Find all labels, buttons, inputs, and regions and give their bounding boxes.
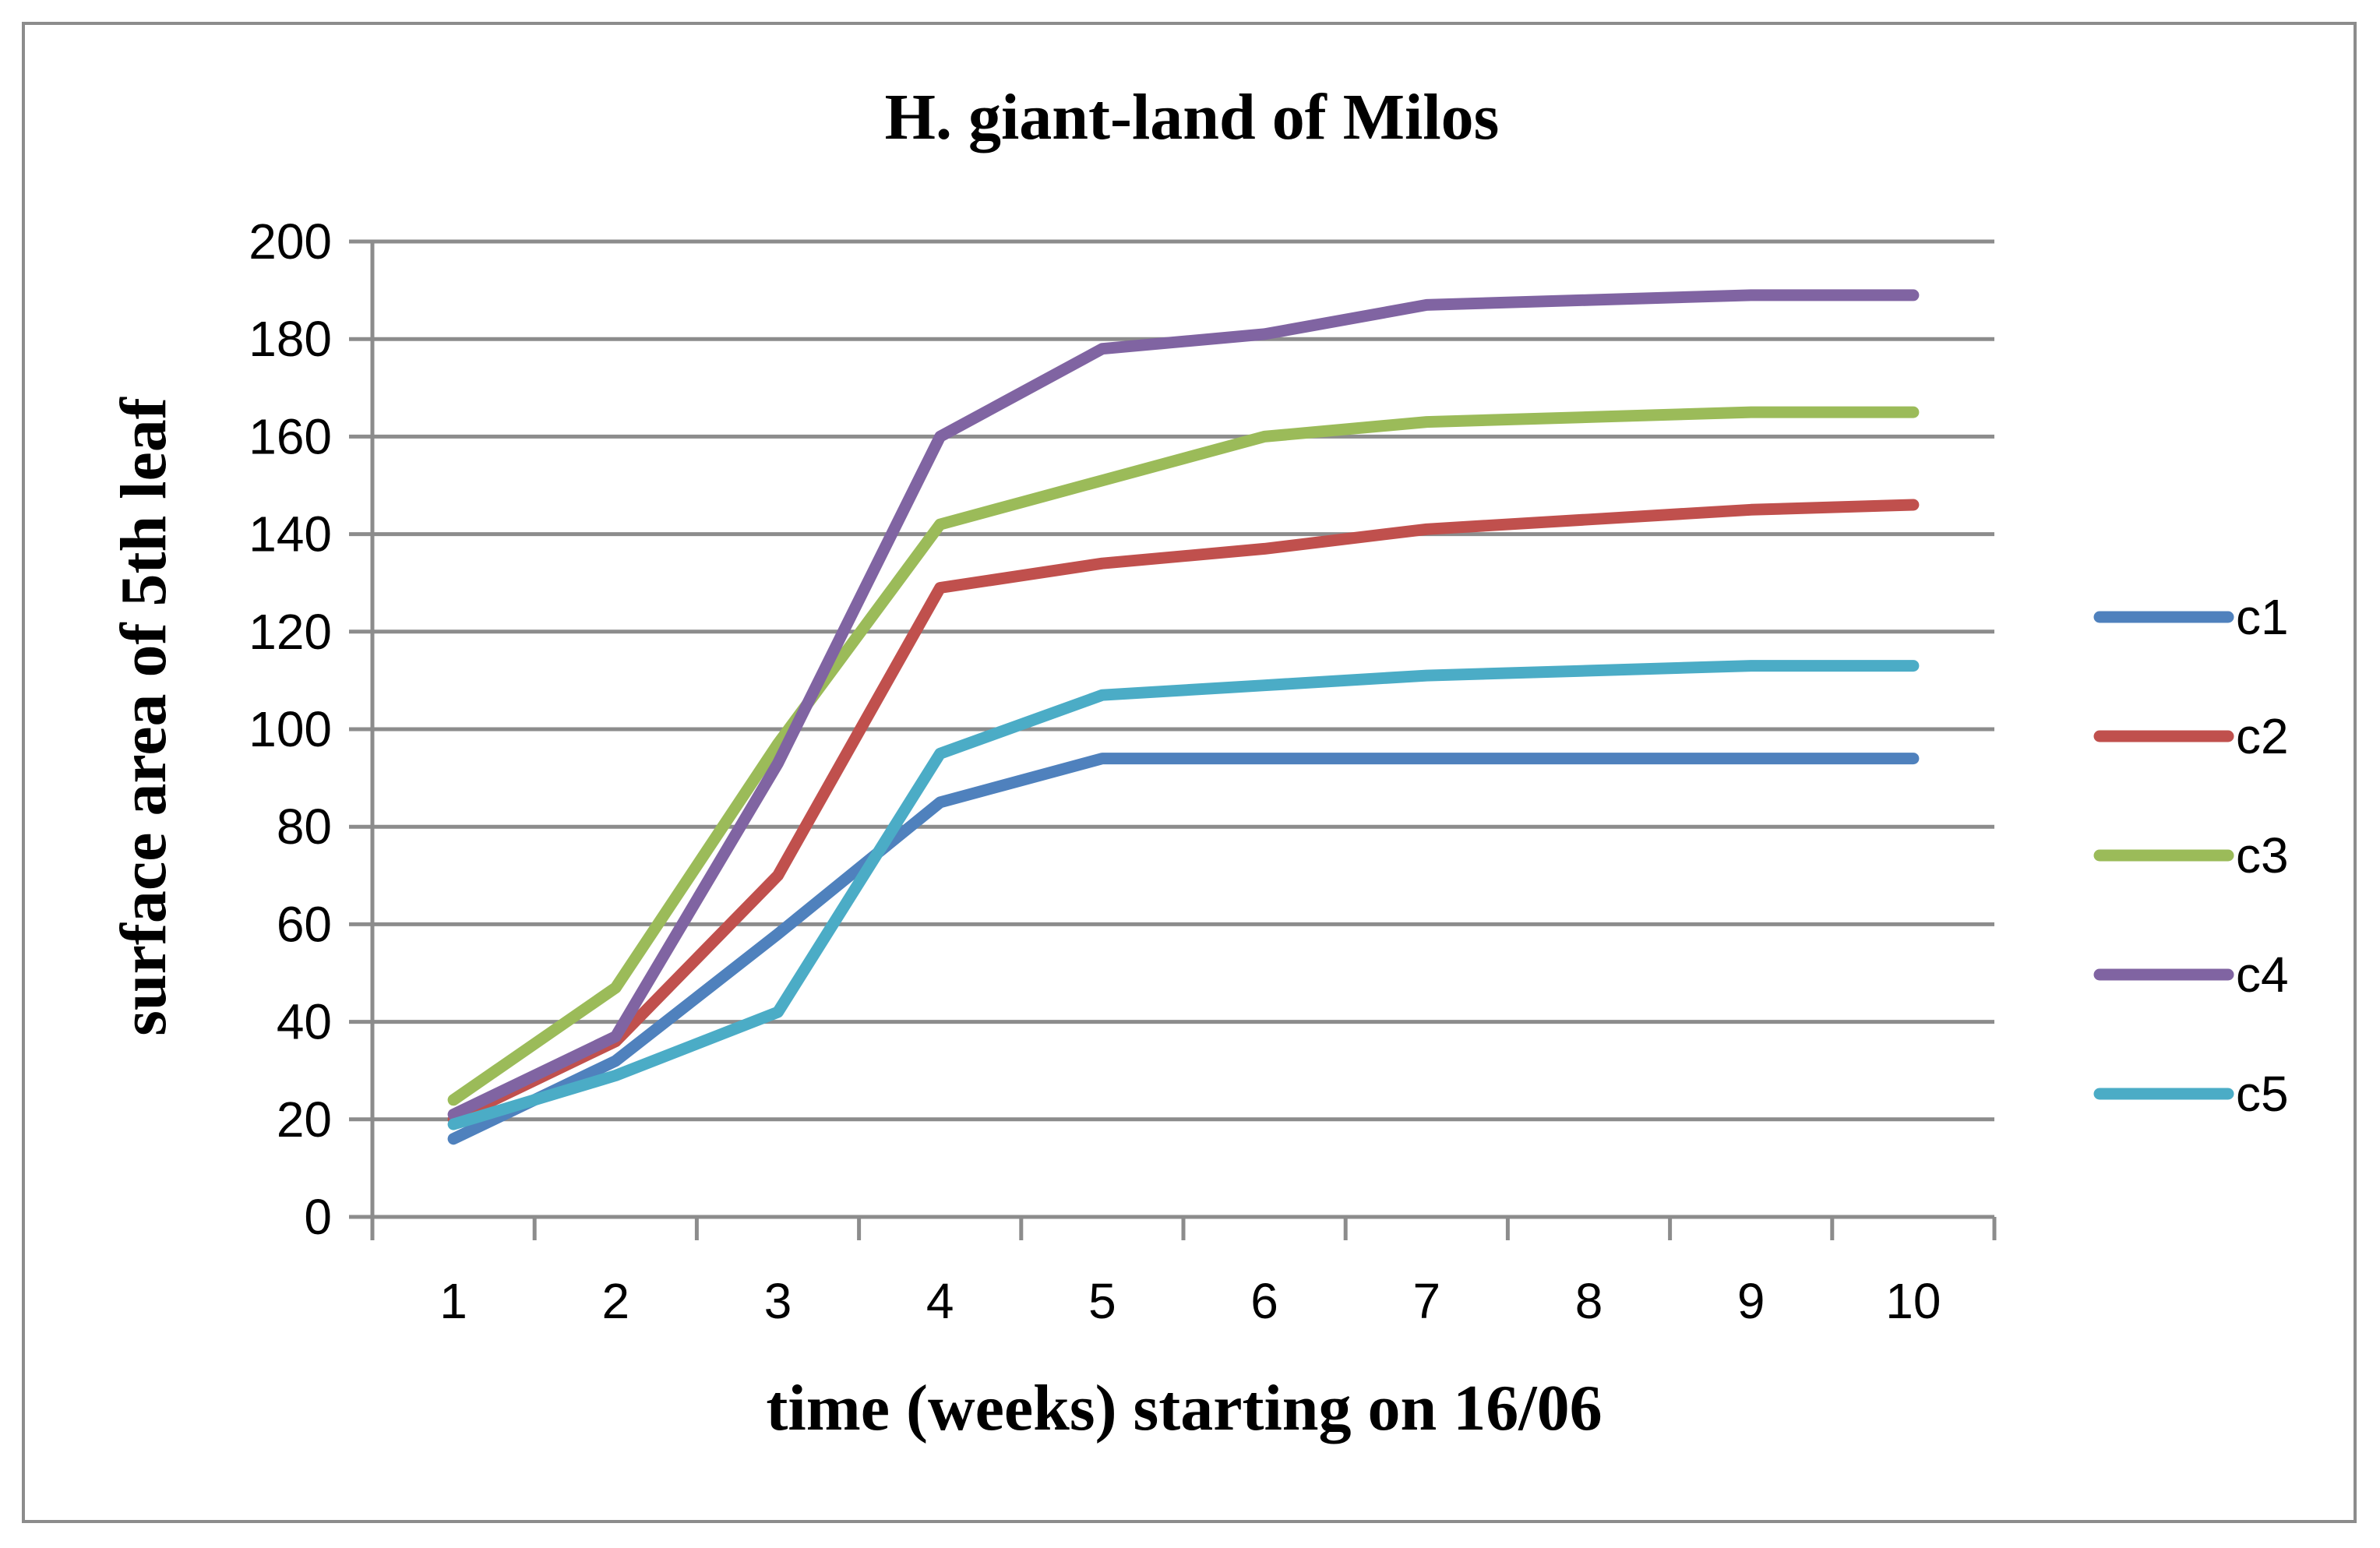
y-tick-labels: 0 20 40 60 80 100 120 140 160 180 200 (249, 213, 332, 1245)
x-tick-label-7: 7 (1413, 1273, 1441, 1329)
y-tick-label-20: 20 (277, 1091, 332, 1148)
y-tick-label-80: 80 (277, 799, 332, 855)
series-lines (447, 289, 1920, 1145)
chart-title: H. giant-land of Milos (885, 81, 1500, 153)
y-tick-label-140: 140 (249, 506, 332, 562)
y-axis-title: surface area of 5th leaf (108, 397, 180, 1036)
legend-label-c3: c3 (2236, 827, 2289, 883)
series-line-c1 (447, 753, 1920, 1145)
y-tick-label-60: 60 (277, 896, 332, 952)
y-tick-label-180: 180 (249, 311, 332, 367)
x-tick-label-3: 3 (764, 1273, 792, 1329)
y-tick-label-40: 40 (277, 994, 332, 1050)
legend-label-c2: c2 (2236, 708, 2289, 764)
legend-label-c5: c5 (2236, 1066, 2289, 1122)
x-tick-label-2: 2 (602, 1273, 630, 1329)
x-axis-title: time (weeks) starting on 16/06 (766, 1372, 1602, 1444)
series-line-c5 (447, 660, 1920, 1130)
series-line-c2 (447, 499, 1920, 1126)
x-tick-label-9: 9 (1737, 1273, 1765, 1329)
y-tick-label-120: 120 (249, 604, 332, 660)
legend-label-c4: c4 (2236, 947, 2289, 1003)
y-tick-label-0: 0 (304, 1189, 332, 1245)
chart-frame (22, 22, 2357, 1523)
y-tick-label-100: 100 (249, 701, 332, 757)
x-tick-label-5: 5 (1088, 1273, 1116, 1329)
x-tick-label-6: 6 (1250, 1273, 1278, 1329)
series-line-c3 (447, 406, 1920, 1106)
y-tick-label-200: 200 (249, 213, 332, 270)
legend: c1 c2 c3 c4 c5 (2093, 589, 2289, 1122)
x-tick-labels: 1 2 3 4 5 6 7 8 9 10 (439, 1273, 1941, 1329)
series-line-c4 (447, 289, 1920, 1120)
x-tick-label-1: 1 (439, 1273, 467, 1329)
x-tick-label-4: 4 (926, 1273, 954, 1329)
y-tick-label-160: 160 (249, 408, 332, 464)
x-tick-label-8: 8 (1575, 1273, 1603, 1329)
legend-label-c1: c1 (2236, 589, 2289, 645)
axes (349, 239, 1997, 1240)
x-tick-label-10: 10 (1885, 1273, 1941, 1329)
